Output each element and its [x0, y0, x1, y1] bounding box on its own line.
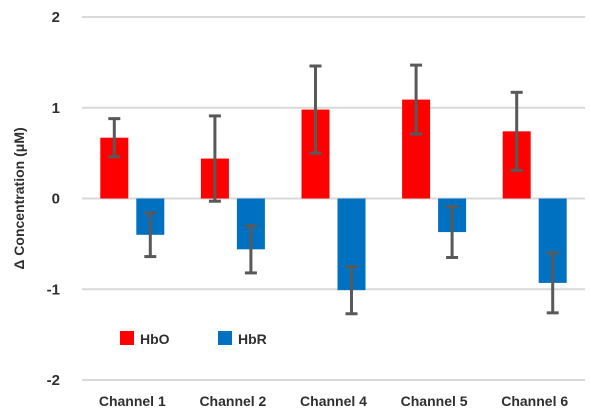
- y-axis-title: Δ Concentration (μM): [11, 127, 27, 269]
- x-tick-label: Channel 2: [199, 393, 266, 409]
- legend-label: HbR: [238, 331, 267, 347]
- y-tick-label: -2: [47, 372, 60, 389]
- x-tick-label: Channel 4: [300, 393, 367, 409]
- error-bar-hbo-channel-6: [510, 90, 523, 172]
- error-bar-hbr-channel-6: [546, 251, 559, 315]
- y-axis-ticks: 2 1 0 -1 -2: [47, 9, 60, 389]
- y-tick-label: -1: [47, 281, 60, 298]
- error-bar-hbo-channel-5: [410, 63, 423, 136]
- x-tick-label: Channel 6: [501, 393, 568, 409]
- legend-item-hbr: HbR: [218, 331, 267, 347]
- error-bar-hbo-channel-4: [309, 64, 322, 155]
- bars: [100, 99, 567, 291]
- y-tick-label: 1: [52, 100, 60, 117]
- error-bar-hbr-channel-4: [345, 265, 358, 316]
- legend-label: HbO: [140, 331, 170, 347]
- error-bar-hbr-channel-5: [446, 205, 459, 259]
- error-bar-hbr-channel-1: [144, 211, 157, 259]
- error-bar-hbo-channel-2: [208, 114, 221, 203]
- legend-swatch: [120, 331, 134, 345]
- x-tick-label: Channel 1: [99, 393, 166, 409]
- x-axis-labels: Channel 1 Channel 2 Channel 4 Channel 5 Chan…: [99, 393, 569, 409]
- x-tick-label: Channel 5: [401, 393, 468, 409]
- error-bar-hbo-channel-1: [108, 117, 121, 159]
- y-tick-label: 2: [52, 9, 60, 26]
- legend-swatch: [218, 331, 232, 345]
- error-bars: [108, 63, 559, 316]
- gridlines: [82, 16, 585, 381]
- error-bar-hbr-channel-2: [244, 224, 257, 275]
- legend-item-hbo: HbO: [120, 331, 170, 347]
- y-tick-label: 0: [52, 191, 60, 208]
- legend: HbO HbR: [120, 331, 267, 347]
